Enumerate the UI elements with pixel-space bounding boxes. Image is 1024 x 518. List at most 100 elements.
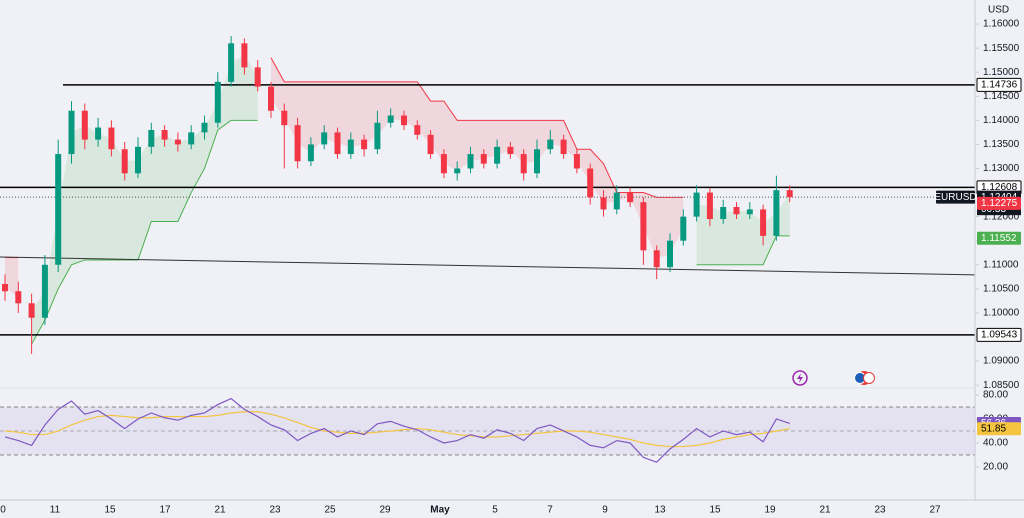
candle-body xyxy=(15,291,22,304)
rsi-ma-last-label-box xyxy=(977,422,1021,436)
x-tick-label: 17 xyxy=(159,505,171,516)
rsi-tick-label: 40.00 xyxy=(983,438,1008,449)
candle-body xyxy=(347,139,354,155)
candle-body xyxy=(733,206,740,215)
x-tick-label: 11 xyxy=(50,505,61,516)
candle-body xyxy=(600,197,607,210)
candle-body xyxy=(573,154,580,169)
candle-body xyxy=(440,154,447,174)
candle-body xyxy=(374,122,381,150)
candle-body xyxy=(294,125,301,162)
candle-body xyxy=(387,115,394,123)
y-tick-label: 1.15500 xyxy=(983,43,1020,54)
x-tick-label: 25 xyxy=(324,505,336,516)
candle-body xyxy=(627,192,634,203)
candle-body xyxy=(520,154,527,174)
level-label-box xyxy=(976,77,1022,92)
candle-body xyxy=(534,149,540,174)
rsi-ma-last-label: 51.85 xyxy=(981,423,1006,434)
candle-body xyxy=(228,43,235,82)
x-tick-label: 21 xyxy=(819,505,831,516)
candle-body xyxy=(653,250,660,268)
candle-body xyxy=(494,146,501,164)
candle-body xyxy=(667,240,673,268)
supertrend-up-label-box xyxy=(977,231,1021,245)
trend-line xyxy=(0,256,976,276)
candle-body xyxy=(321,132,328,145)
supertrend-line xyxy=(31,119,258,345)
candle-body xyxy=(148,129,155,147)
rsi-line xyxy=(4,397,790,463)
currency: USD xyxy=(988,5,1009,16)
candle-body xyxy=(334,132,341,155)
symbol-label: EURUSD xyxy=(934,192,976,203)
x-tick-label: 15 xyxy=(104,505,116,516)
candle-body xyxy=(161,129,168,140)
candle-body xyxy=(693,192,700,217)
supertrend-down-label-box xyxy=(977,196,1021,210)
candle-body xyxy=(108,127,115,150)
candle-body xyxy=(174,139,181,145)
supertrend-fill xyxy=(696,193,790,265)
x-tick-label: 15 xyxy=(709,505,721,516)
candle-body xyxy=(307,144,314,162)
candle-body xyxy=(587,168,594,198)
x-tick-label: 19 xyxy=(764,505,776,516)
candle-body xyxy=(241,43,248,68)
candle-body xyxy=(28,303,35,318)
x-tick-label: 21 xyxy=(214,505,226,516)
candle-body xyxy=(454,168,461,174)
candle-body xyxy=(786,190,793,198)
level-label: 1.14736 xyxy=(981,80,1018,91)
event-icon[interactable] xyxy=(854,371,875,385)
candle-body xyxy=(480,154,487,164)
y-tick-label: 1.11000 xyxy=(983,259,1019,270)
symbol-box xyxy=(936,190,975,204)
x-tick-label: 7 xyxy=(547,505,553,516)
candle-body xyxy=(2,284,8,292)
supertrend-fill xyxy=(31,55,258,345)
y-tick-label: 1.14500 xyxy=(983,91,1020,102)
y-tick-label: 1.10000 xyxy=(983,308,1020,319)
rsi-ma-line xyxy=(4,411,790,448)
candle-body xyxy=(361,139,368,150)
x-tick-label: 23 xyxy=(269,505,281,516)
candle-body xyxy=(706,192,713,220)
candle-body xyxy=(55,154,62,265)
candle-body xyxy=(760,209,767,236)
candle-body xyxy=(214,81,221,123)
candle-body xyxy=(254,67,261,87)
candle-body xyxy=(81,110,88,140)
alert-icon[interactable] xyxy=(792,370,808,386)
level-label: 1.09543 xyxy=(981,330,1018,341)
candle-body xyxy=(613,192,620,210)
x-tick-label: 5 xyxy=(492,505,498,516)
plot xyxy=(0,36,976,463)
candle-body xyxy=(547,139,554,150)
supertrend-down-label: 1.12275 xyxy=(981,198,1018,209)
y-tick-label: 1.09000 xyxy=(983,356,1020,367)
candle-body xyxy=(680,216,687,241)
candle-body xyxy=(268,86,274,111)
candle-body xyxy=(401,115,407,126)
x-tick-label: May xyxy=(430,505,450,516)
candle-body xyxy=(427,134,434,155)
candle-body xyxy=(121,149,128,174)
x-tick-label: 29 xyxy=(379,505,391,516)
x-tick-label: 13 xyxy=(654,505,666,516)
candle-body xyxy=(135,146,141,174)
y-tick-label: 1.13000 xyxy=(983,163,1020,174)
candle-body xyxy=(467,154,474,169)
candle-body xyxy=(507,146,514,155)
supertrend-line xyxy=(696,235,790,266)
candle-body xyxy=(68,110,75,155)
y-tick-label: 1.16000 xyxy=(983,19,1020,30)
rsi-tick-label: 80.00 xyxy=(983,390,1008,401)
level-label: 1.12608 xyxy=(981,182,1018,193)
supertrend-fill xyxy=(5,257,19,298)
x-tick-label: 0 xyxy=(0,505,6,516)
supertrend-fill xyxy=(271,57,684,259)
candle-body xyxy=(773,190,780,236)
